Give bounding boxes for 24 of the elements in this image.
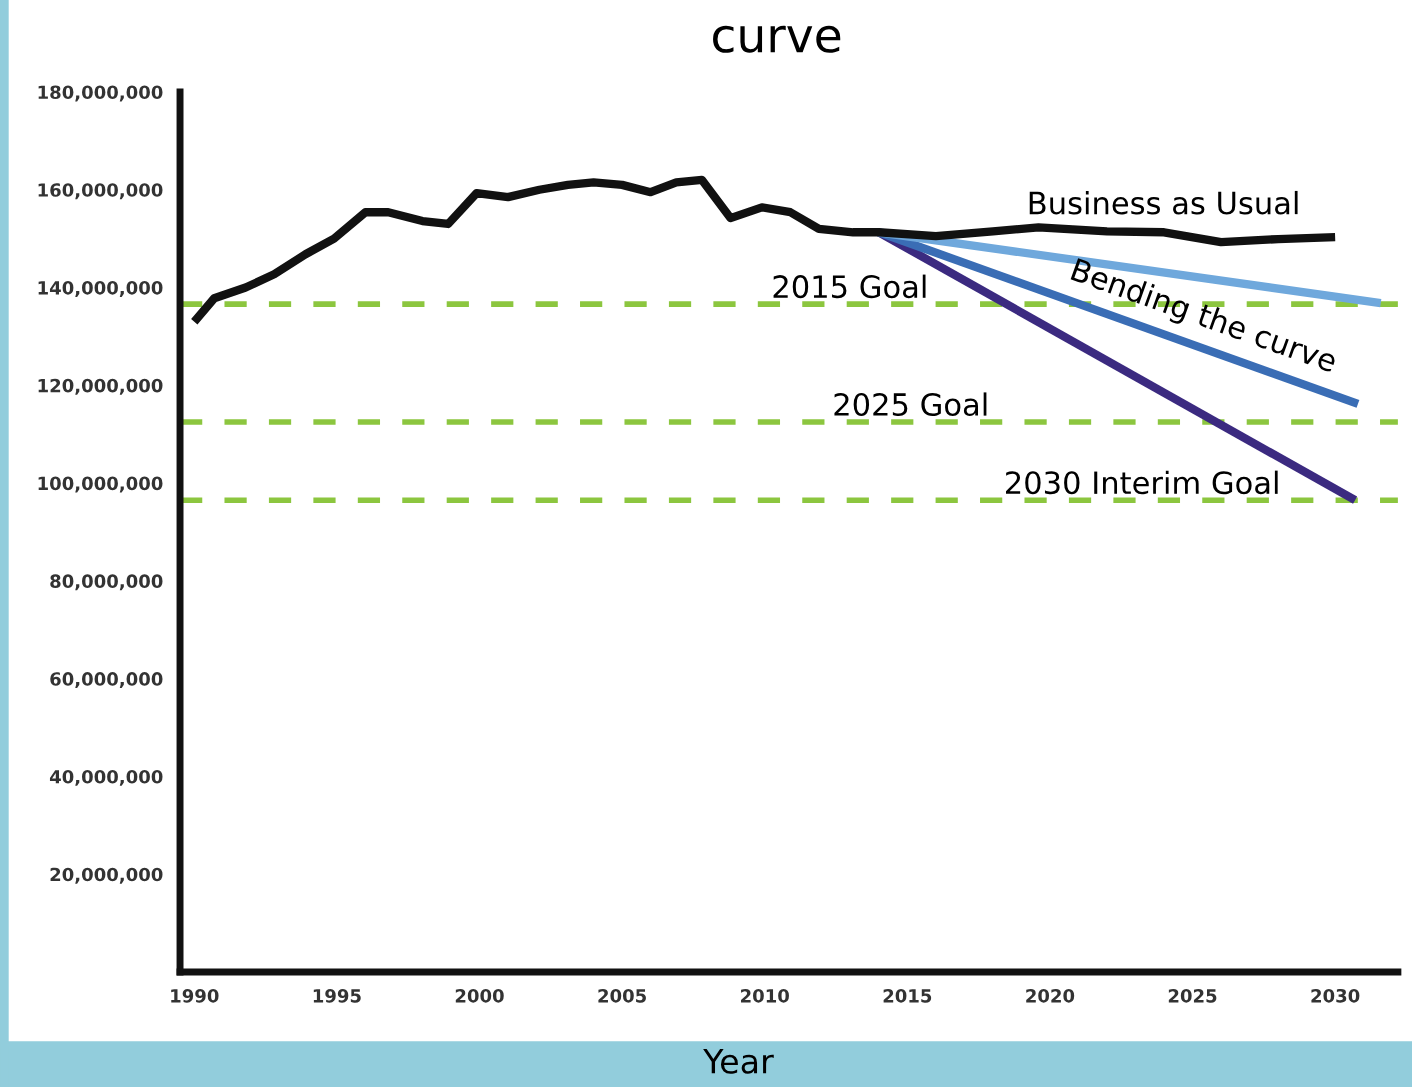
y-tick-label: 100,000,000 [38,476,163,493]
chart-title: curve [713,25,841,53]
y-tick-label: 120,000,000 [38,378,163,395]
y-tick-label: 180,000,000 [38,85,163,102]
ref-line-label: 2030 Interim Goal [1006,470,1278,495]
series-label: Business as Usual [1029,190,1298,215]
y-tick-label: 160,000,000 [38,183,163,200]
x-tick-label: 2020 [1026,988,1075,1003]
x-tick-label: 2010 [741,988,789,1003]
x-axis-title: Year [703,1049,774,1074]
y-tick-label: 140,000,000 [38,280,163,297]
y-tick-label: 60,000,000 [50,672,163,689]
x-tick-label: 2005 [598,988,646,1003]
ref-line-label: 2025 Goal [834,392,987,417]
y-tick-label: 40,000,000 [49,769,163,786]
x-tick-label: 1990 [171,988,219,1003]
x-tick-label: 2030 [1311,988,1360,1003]
x-tick-label: 2015 [883,988,932,1003]
ref-line-label: 2015 Goal [773,274,926,299]
x-tick-label: 1995 [313,989,361,1003]
x-tick-label: 2000 [455,988,504,1003]
y-tick-label: 80,000,000 [50,574,163,591]
y-tick-label: 20,000,000 [50,867,163,884]
x-tick-label: 2025 [1168,988,1217,1003]
